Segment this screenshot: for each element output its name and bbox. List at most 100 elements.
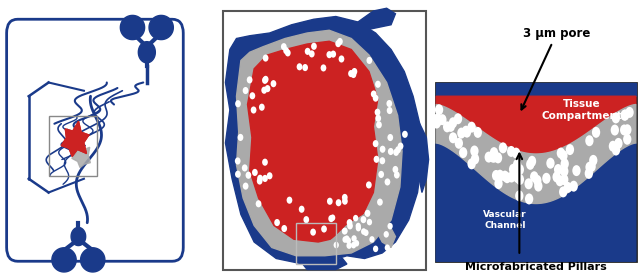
Circle shape: [528, 156, 536, 167]
Circle shape: [374, 156, 380, 163]
Circle shape: [257, 177, 262, 185]
Circle shape: [335, 199, 341, 206]
Polygon shape: [436, 143, 636, 261]
Circle shape: [265, 85, 271, 92]
Circle shape: [356, 225, 361, 232]
Circle shape: [365, 210, 371, 217]
Circle shape: [438, 114, 447, 125]
Circle shape: [490, 147, 498, 158]
Circle shape: [296, 63, 302, 70]
Polygon shape: [149, 15, 173, 40]
Circle shape: [470, 145, 479, 156]
Polygon shape: [71, 227, 86, 246]
Circle shape: [533, 175, 541, 186]
Circle shape: [252, 169, 258, 176]
Circle shape: [356, 223, 361, 229]
Circle shape: [435, 104, 444, 115]
Circle shape: [492, 170, 500, 181]
Circle shape: [333, 242, 339, 248]
Circle shape: [351, 242, 356, 248]
Circle shape: [447, 121, 455, 132]
Circle shape: [267, 172, 273, 179]
Circle shape: [242, 164, 248, 172]
Circle shape: [490, 152, 499, 163]
Bar: [49, 116, 97, 176]
Polygon shape: [52, 248, 76, 272]
Circle shape: [328, 215, 334, 222]
Circle shape: [311, 43, 317, 50]
Circle shape: [609, 141, 617, 152]
Circle shape: [612, 112, 620, 123]
Circle shape: [257, 175, 263, 182]
Circle shape: [557, 148, 565, 159]
Circle shape: [330, 51, 336, 58]
Circle shape: [271, 80, 276, 87]
Circle shape: [351, 71, 356, 78]
Circle shape: [387, 100, 392, 107]
Circle shape: [342, 236, 348, 243]
Circle shape: [554, 164, 563, 175]
Circle shape: [327, 198, 333, 205]
Circle shape: [513, 172, 522, 183]
Polygon shape: [120, 15, 145, 40]
Circle shape: [560, 166, 568, 177]
Circle shape: [282, 225, 287, 232]
Circle shape: [589, 155, 597, 166]
Circle shape: [467, 122, 476, 133]
Circle shape: [499, 142, 507, 153]
Circle shape: [454, 113, 462, 124]
Circle shape: [367, 57, 372, 64]
Circle shape: [305, 48, 310, 55]
Polygon shape: [436, 82, 636, 96]
Circle shape: [369, 236, 374, 243]
Circle shape: [243, 87, 248, 94]
Circle shape: [614, 138, 623, 149]
Circle shape: [371, 90, 376, 98]
Circle shape: [564, 182, 572, 193]
Circle shape: [237, 134, 243, 141]
Circle shape: [625, 107, 634, 118]
Circle shape: [611, 125, 619, 136]
Polygon shape: [237, 30, 402, 256]
Circle shape: [534, 181, 543, 192]
Circle shape: [263, 54, 268, 62]
Circle shape: [342, 228, 347, 235]
Polygon shape: [329, 209, 396, 248]
Circle shape: [585, 168, 593, 179]
Circle shape: [351, 68, 357, 75]
Circle shape: [372, 95, 378, 102]
Circle shape: [471, 153, 479, 164]
Polygon shape: [358, 8, 396, 30]
Circle shape: [353, 215, 358, 221]
Circle shape: [509, 164, 517, 175]
Circle shape: [262, 77, 268, 84]
Circle shape: [366, 182, 372, 189]
Circle shape: [592, 127, 600, 138]
Circle shape: [259, 104, 265, 111]
Circle shape: [274, 219, 280, 226]
Circle shape: [299, 206, 305, 213]
Circle shape: [395, 146, 401, 153]
Circle shape: [375, 81, 381, 88]
Circle shape: [321, 64, 326, 72]
Circle shape: [376, 121, 382, 128]
Circle shape: [243, 183, 248, 190]
Circle shape: [566, 144, 574, 155]
Circle shape: [433, 118, 441, 129]
Polygon shape: [225, 16, 422, 264]
Circle shape: [621, 110, 629, 121]
Circle shape: [552, 171, 561, 182]
Polygon shape: [436, 104, 636, 204]
Text: Tissue
Compartment: Tissue Compartment: [541, 99, 622, 121]
Circle shape: [251, 106, 257, 114]
Circle shape: [495, 171, 504, 182]
Circle shape: [449, 117, 457, 128]
Circle shape: [330, 214, 335, 221]
Circle shape: [348, 70, 354, 77]
Circle shape: [547, 158, 555, 169]
Circle shape: [392, 166, 398, 173]
Circle shape: [402, 131, 408, 138]
Circle shape: [623, 124, 632, 135]
Circle shape: [623, 134, 632, 145]
Circle shape: [512, 148, 520, 159]
